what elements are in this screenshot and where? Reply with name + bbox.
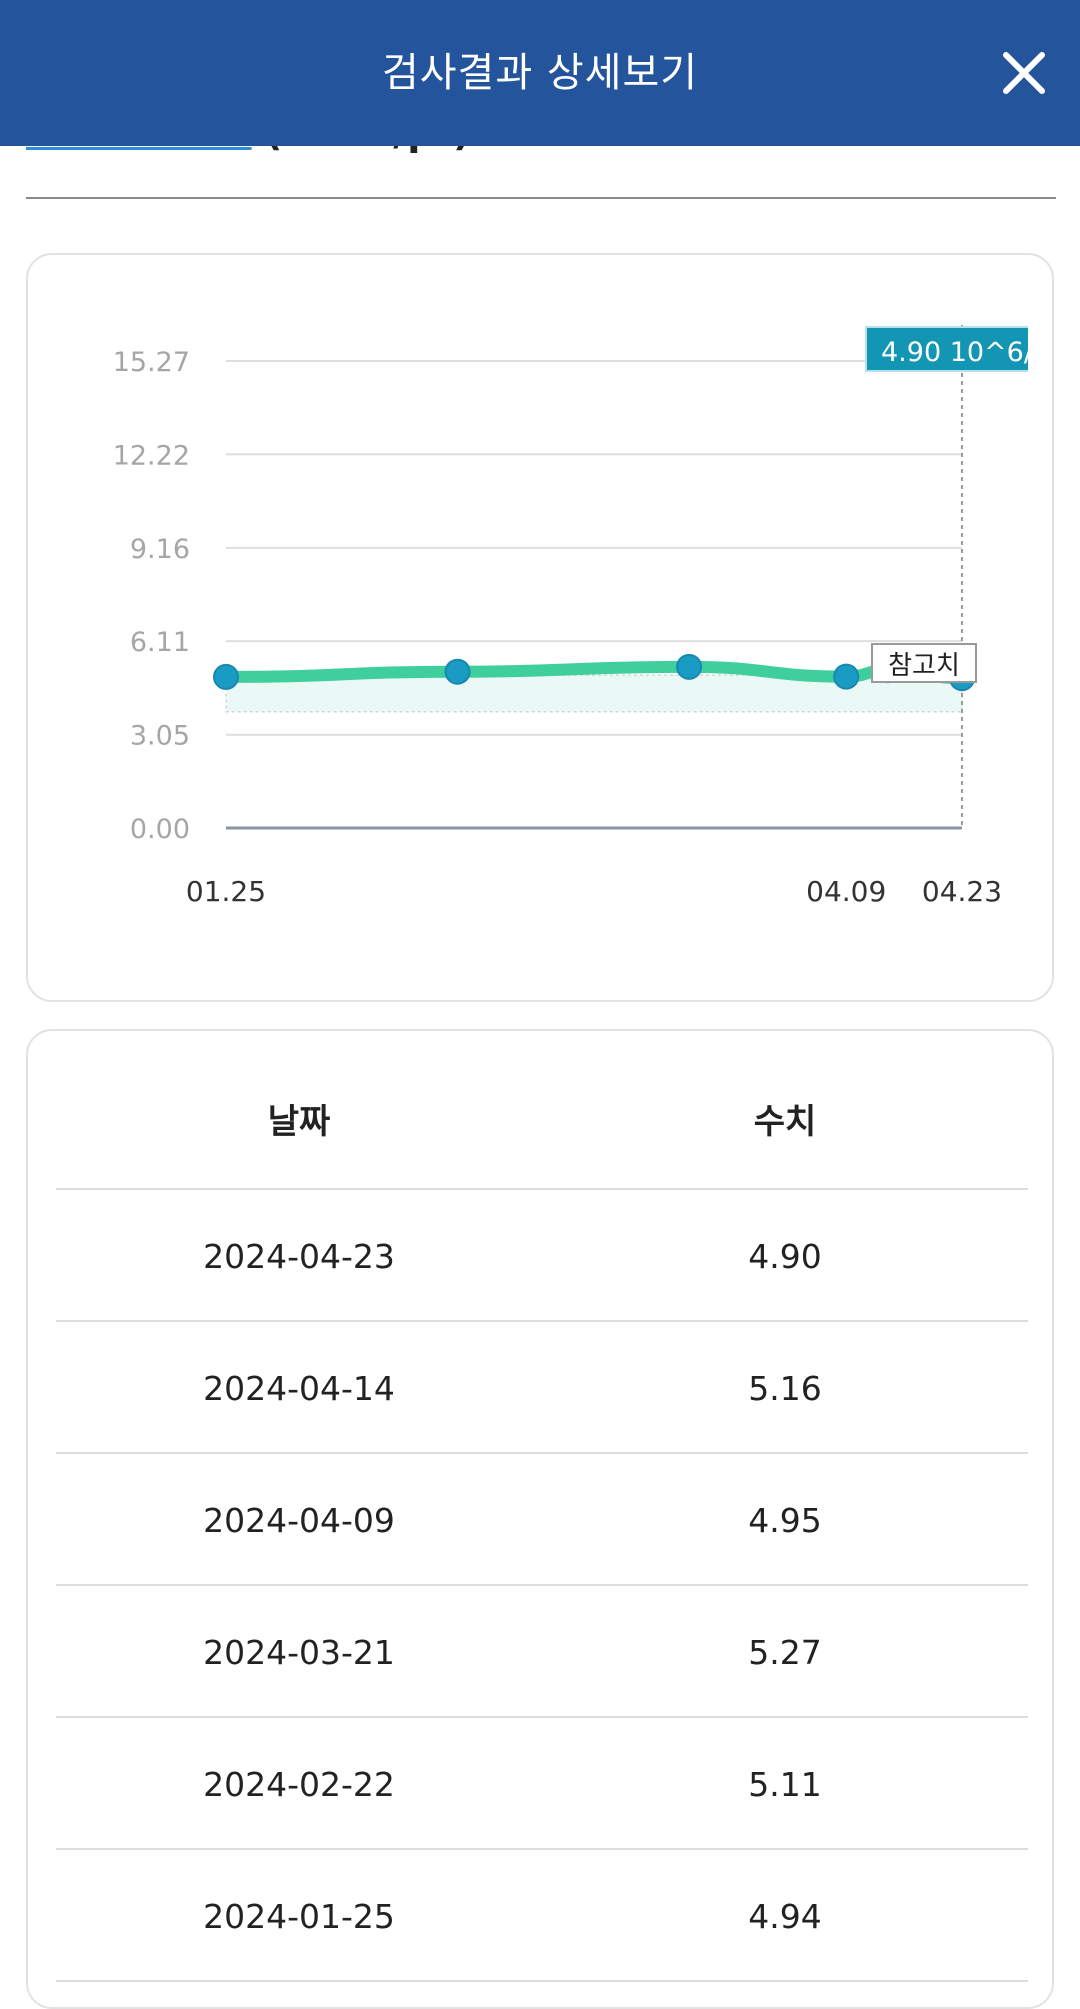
reference-label-box: [871, 643, 977, 683]
data-point: [213, 663, 239, 690]
row-divider: [56, 1188, 1028, 1190]
row-divider: [56, 1320, 1028, 1322]
row-divider: [56, 1980, 1028, 1982]
table-row: 2024-04-09 4.95: [56, 1455, 1028, 1586]
table-header: 날짜 수치: [56, 1053, 1028, 1184]
table-row: 2024-01-25 4.94: [56, 1851, 1028, 1982]
row-divider: [56, 1584, 1028, 1586]
reference-label: 참고치: [888, 651, 960, 681]
row-date: 2024-01-25: [203, 1897, 395, 1936]
row-value: 5.27: [748, 1633, 822, 1672]
y-tick-label: 0.00: [130, 814, 190, 845]
row-value: 5.11: [748, 1765, 822, 1804]
table-row: 2024-04-23 4.90: [56, 1191, 1028, 1322]
x-tick-label: 01.25: [186, 875, 266, 908]
results-table-card: 날짜 수치 2024-04-23 4.90 2024-04-14 5.16 20…: [26, 1029, 1054, 2009]
heading-divider: [26, 197, 1056, 199]
row-value: 4.94: [748, 1897, 822, 1936]
trend-chart-card: 0.00 3.05 6.11 9.16 12.22 15.27 참고치 4.90 10^6/μ…: [26, 253, 1054, 1002]
y-tick-label: 15.27: [113, 347, 190, 378]
tooltip-value: 4.90 10^6/μℓ: [881, 337, 1056, 368]
row-date: 2024-04-14: [203, 1369, 395, 1408]
row-divider: [56, 1848, 1028, 1850]
page-title: 검사결과 상세보기: [381, 50, 699, 96]
data-point: [444, 658, 471, 685]
row-divider: [56, 1452, 1028, 1454]
row-date: 2024-03-21: [203, 1633, 395, 1672]
row-divider: [56, 1716, 1028, 1718]
data-point: [833, 663, 860, 690]
app-header: 검사결과 상세보기: [0, 0, 1080, 146]
table-row: 2024-03-21 5.27: [56, 1587, 1028, 1718]
y-tick-label: 9.16: [130, 534, 190, 565]
close-icon: [1003, 52, 1045, 94]
row-date: 2024-02-22: [203, 1765, 395, 1804]
data-point: [676, 653, 703, 680]
tooltip-box: [865, 326, 1028, 372]
trend-chart[interactable]: 0.00 3.05 6.11 9.16 12.22 15.27 참고치 4.90 10^6/μ…: [28, 255, 1056, 1004]
x-tick-label: 04.23: [922, 875, 1002, 908]
row-value: 5.16: [748, 1369, 822, 1408]
close-button[interactable]: [996, 45, 1052, 101]
header-value: 수치: [753, 1102, 817, 1142]
row-date: 2024-04-09: [203, 1501, 395, 1540]
header-date: 날짜: [267, 1102, 331, 1142]
y-tick-label: 3.05: [130, 721, 190, 752]
table-row: 2024-04-14 5.16: [56, 1323, 1028, 1454]
row-value: 4.95: [748, 1501, 822, 1540]
row-value: 4.90: [748, 1237, 822, 1276]
table-row: 2024-02-22 5.11: [56, 1719, 1028, 1850]
x-tick-label: 04.09: [806, 875, 886, 908]
row-date: 2024-04-23: [203, 1237, 395, 1276]
y-tick-label: 6.11: [130, 627, 190, 658]
y-tick-label: 12.22: [113, 440, 190, 471]
